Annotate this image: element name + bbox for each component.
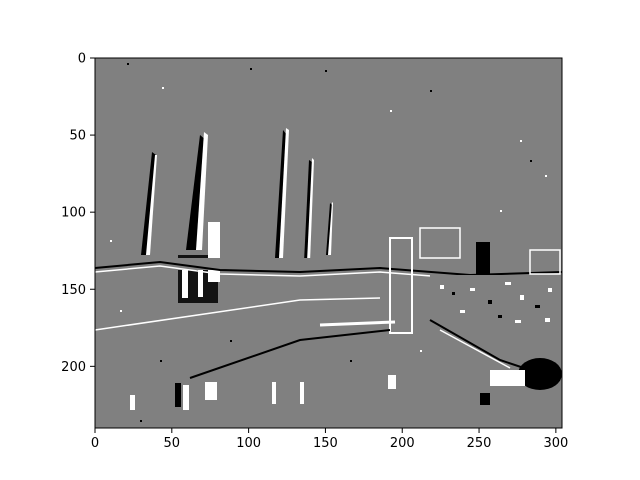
tower-4-light [307,158,314,262]
x-tick-label: 0 [91,436,99,451]
post-5 [272,382,276,404]
tower-5-light [328,202,333,255]
tower-5-dark [326,203,332,255]
image-panel [94,57,563,429]
right-noise [440,282,552,323]
post-8 [480,393,490,405]
road-left-edge-light [94,297,381,331]
x-tick-label: 50 [164,436,181,451]
post-3 [205,382,217,400]
tower-1-light [146,155,157,255]
building-far-right [529,249,561,275]
building-left-highlight-1 [182,258,188,298]
y-axis-ticks: 0 50 100 150 200 [61,52,95,375]
post-6 [300,382,304,404]
car-light [490,370,525,386]
building-right-frame [389,237,413,334]
x-tick-label: 150 [313,436,338,451]
post-1 [175,383,181,407]
x-tick-label: 300 [543,436,568,451]
y-tick-label: 0 [78,52,86,67]
tower-4-dark [304,160,312,262]
tower-2-light [196,132,208,250]
post-4 [130,395,135,410]
tower-1-dark [141,152,156,255]
horizon-band [95,258,562,270]
x-axis-ticks: 0 50 100 150 200 250 300 [91,428,568,451]
x-tick-label: 250 [467,436,492,451]
tower-3-dark [275,130,287,258]
axes-frame [94,57,563,429]
building-right-dark [476,242,490,282]
post-2 [183,385,189,410]
car-dark [518,358,562,390]
road-centre-dark [189,329,391,379]
right-noise-bg [430,275,562,330]
y-tick-label: 50 [69,129,86,144]
road-crosswalk-light [319,320,396,327]
y-tick-label: 200 [61,360,86,375]
post-7 [388,375,396,389]
y-tick-label: 100 [61,206,86,221]
y-tick-label: 150 [61,283,86,298]
x-tick-label: 200 [390,436,415,451]
x-tick-label: 100 [236,436,261,451]
building-right-top [419,227,461,259]
edge-map [94,63,563,422]
tower-3-light [279,128,289,258]
tower-2-dark [186,135,206,250]
building-left-highlight-2 [198,262,203,297]
scatter-dots [110,63,547,422]
road-right-edge-light [439,329,511,369]
